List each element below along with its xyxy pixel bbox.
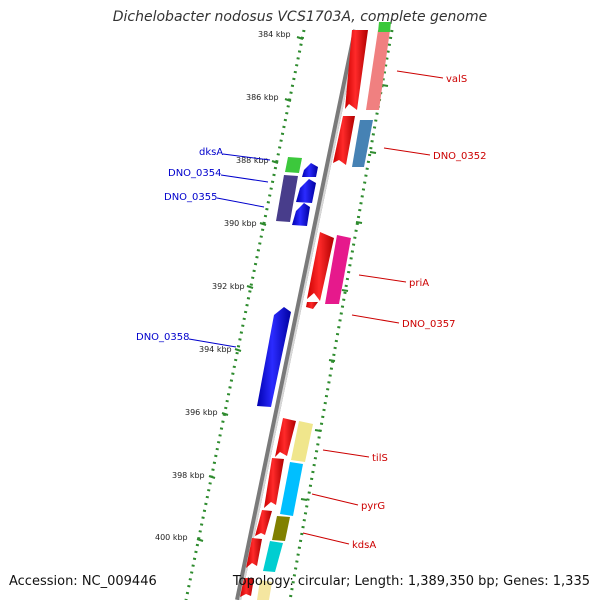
leader-line-pria [358, 274, 407, 283]
leader-line-dno-0357 [351, 314, 400, 324]
product-box-tils[interactable] [291, 421, 313, 462]
reverse-product-track [276, 157, 302, 222]
leader-line-vals [396, 70, 444, 79]
genome-backbone-highlight [239, 29, 359, 600]
axis-tick-label: 390 kbp [224, 219, 257, 228]
product-box-dksa[interactable] [285, 157, 302, 173]
reverse-cds-track [257, 163, 318, 407]
gene-arrow-dno-0352[interactable] [333, 116, 355, 165]
topology-text: Topology: circular; Length: 1,389,350 bp… [232, 574, 590, 589]
gene-label-pria[interactable]: priA [409, 278, 429, 289]
product-box-dno-0352[interactable] [352, 120, 373, 167]
product-box-kdsa-2[interactable] [263, 541, 283, 572]
gene-label-dno-0357[interactable]: DNO_0357 [402, 319, 456, 330]
accession-text: Accession: NC_009446 [9, 574, 157, 589]
gene-arrow-dno-0357[interactable] [306, 302, 318, 309]
leader-line-dno-0354 [220, 174, 269, 183]
axis-tick-label: 396 kbp [185, 408, 218, 417]
gene-label-dno-0352[interactable]: DNO_0352 [433, 151, 487, 162]
tick-marks [196, 36, 389, 542]
product-box-end[interactable] [257, 580, 272, 600]
leader-line-dno-0358 [188, 338, 237, 348]
forward-gene-labels [302, 70, 444, 545]
axis-tick-label: 398 kbp [172, 471, 205, 480]
product-box-vals-top[interactable] [378, 22, 391, 32]
gene-label-tils[interactable]: tilS [372, 453, 388, 464]
gene-arrow-pyrg-b[interactable] [255, 510, 272, 536]
gene-arrow-pyrg-a[interactable] [264, 458, 284, 508]
gene-arrow-end[interactable] [240, 578, 254, 597]
gene-arrow-tils[interactable] [275, 418, 296, 457]
product-box-vals[interactable] [366, 30, 390, 110]
gene-label-dno-0354[interactable]: DNO_0354 [168, 168, 222, 179]
gene-arrow-dksa[interactable] [302, 163, 318, 177]
gene-label-kdsa[interactable]: kdsA [352, 540, 376, 551]
axis-tick-label: 388 kbp [236, 156, 269, 165]
forward-cds-track [240, 30, 368, 597]
genome-backbone [235, 29, 359, 600]
axis-tick-label: 384 kbp [258, 30, 291, 39]
leader-line-dno-0352 [383, 147, 431, 156]
leader-line-kdsa [302, 532, 350, 545]
axis-tick-label: 386 kbp [246, 93, 279, 102]
leader-line-dksa [222, 153, 271, 161]
product-box-pyrg[interactable] [280, 462, 303, 516]
product-box-pria[interactable] [325, 235, 351, 304]
gene-arrow-dno-0354[interactable] [296, 179, 316, 203]
gene-label-pyrg[interactable]: pyrG [361, 501, 385, 512]
gene-arrow-dno-0355[interactable] [292, 203, 310, 226]
gene-arrow-dno-0358[interactable] [257, 307, 291, 407]
forward-product-track [257, 22, 391, 600]
gene-label-dksa[interactable]: dksA [199, 147, 223, 158]
page-title: Dichelobacter nodosus VCS1703A, complete… [112, 9, 488, 25]
gene-arrow-pria[interactable] [307, 232, 334, 301]
gene-label-dno-0358[interactable]: DNO_0358 [136, 332, 190, 343]
gene-arrow-vals[interactable] [345, 30, 368, 110]
reverse-gene-labels [188, 153, 271, 348]
leader-line-tils [322, 449, 370, 458]
product-box-kdsa-1[interactable] [272, 516, 290, 541]
gene-label-dno-0355[interactable]: DNO_0355 [164, 192, 218, 203]
leader-line-pyrg [311, 493, 359, 506]
product-box-dno-0354[interactable] [276, 175, 298, 222]
gene-arrow-kdsa[interactable] [246, 538, 262, 568]
leader-line-dno-0355 [216, 197, 265, 208]
axis-tick-label: 392 kbp [212, 282, 245, 291]
gene-label-vals[interactable]: valS [446, 74, 467, 85]
axis-tick-label: 400 kbp [155, 533, 188, 542]
axis-tick-label: 394 kbp [199, 345, 232, 354]
